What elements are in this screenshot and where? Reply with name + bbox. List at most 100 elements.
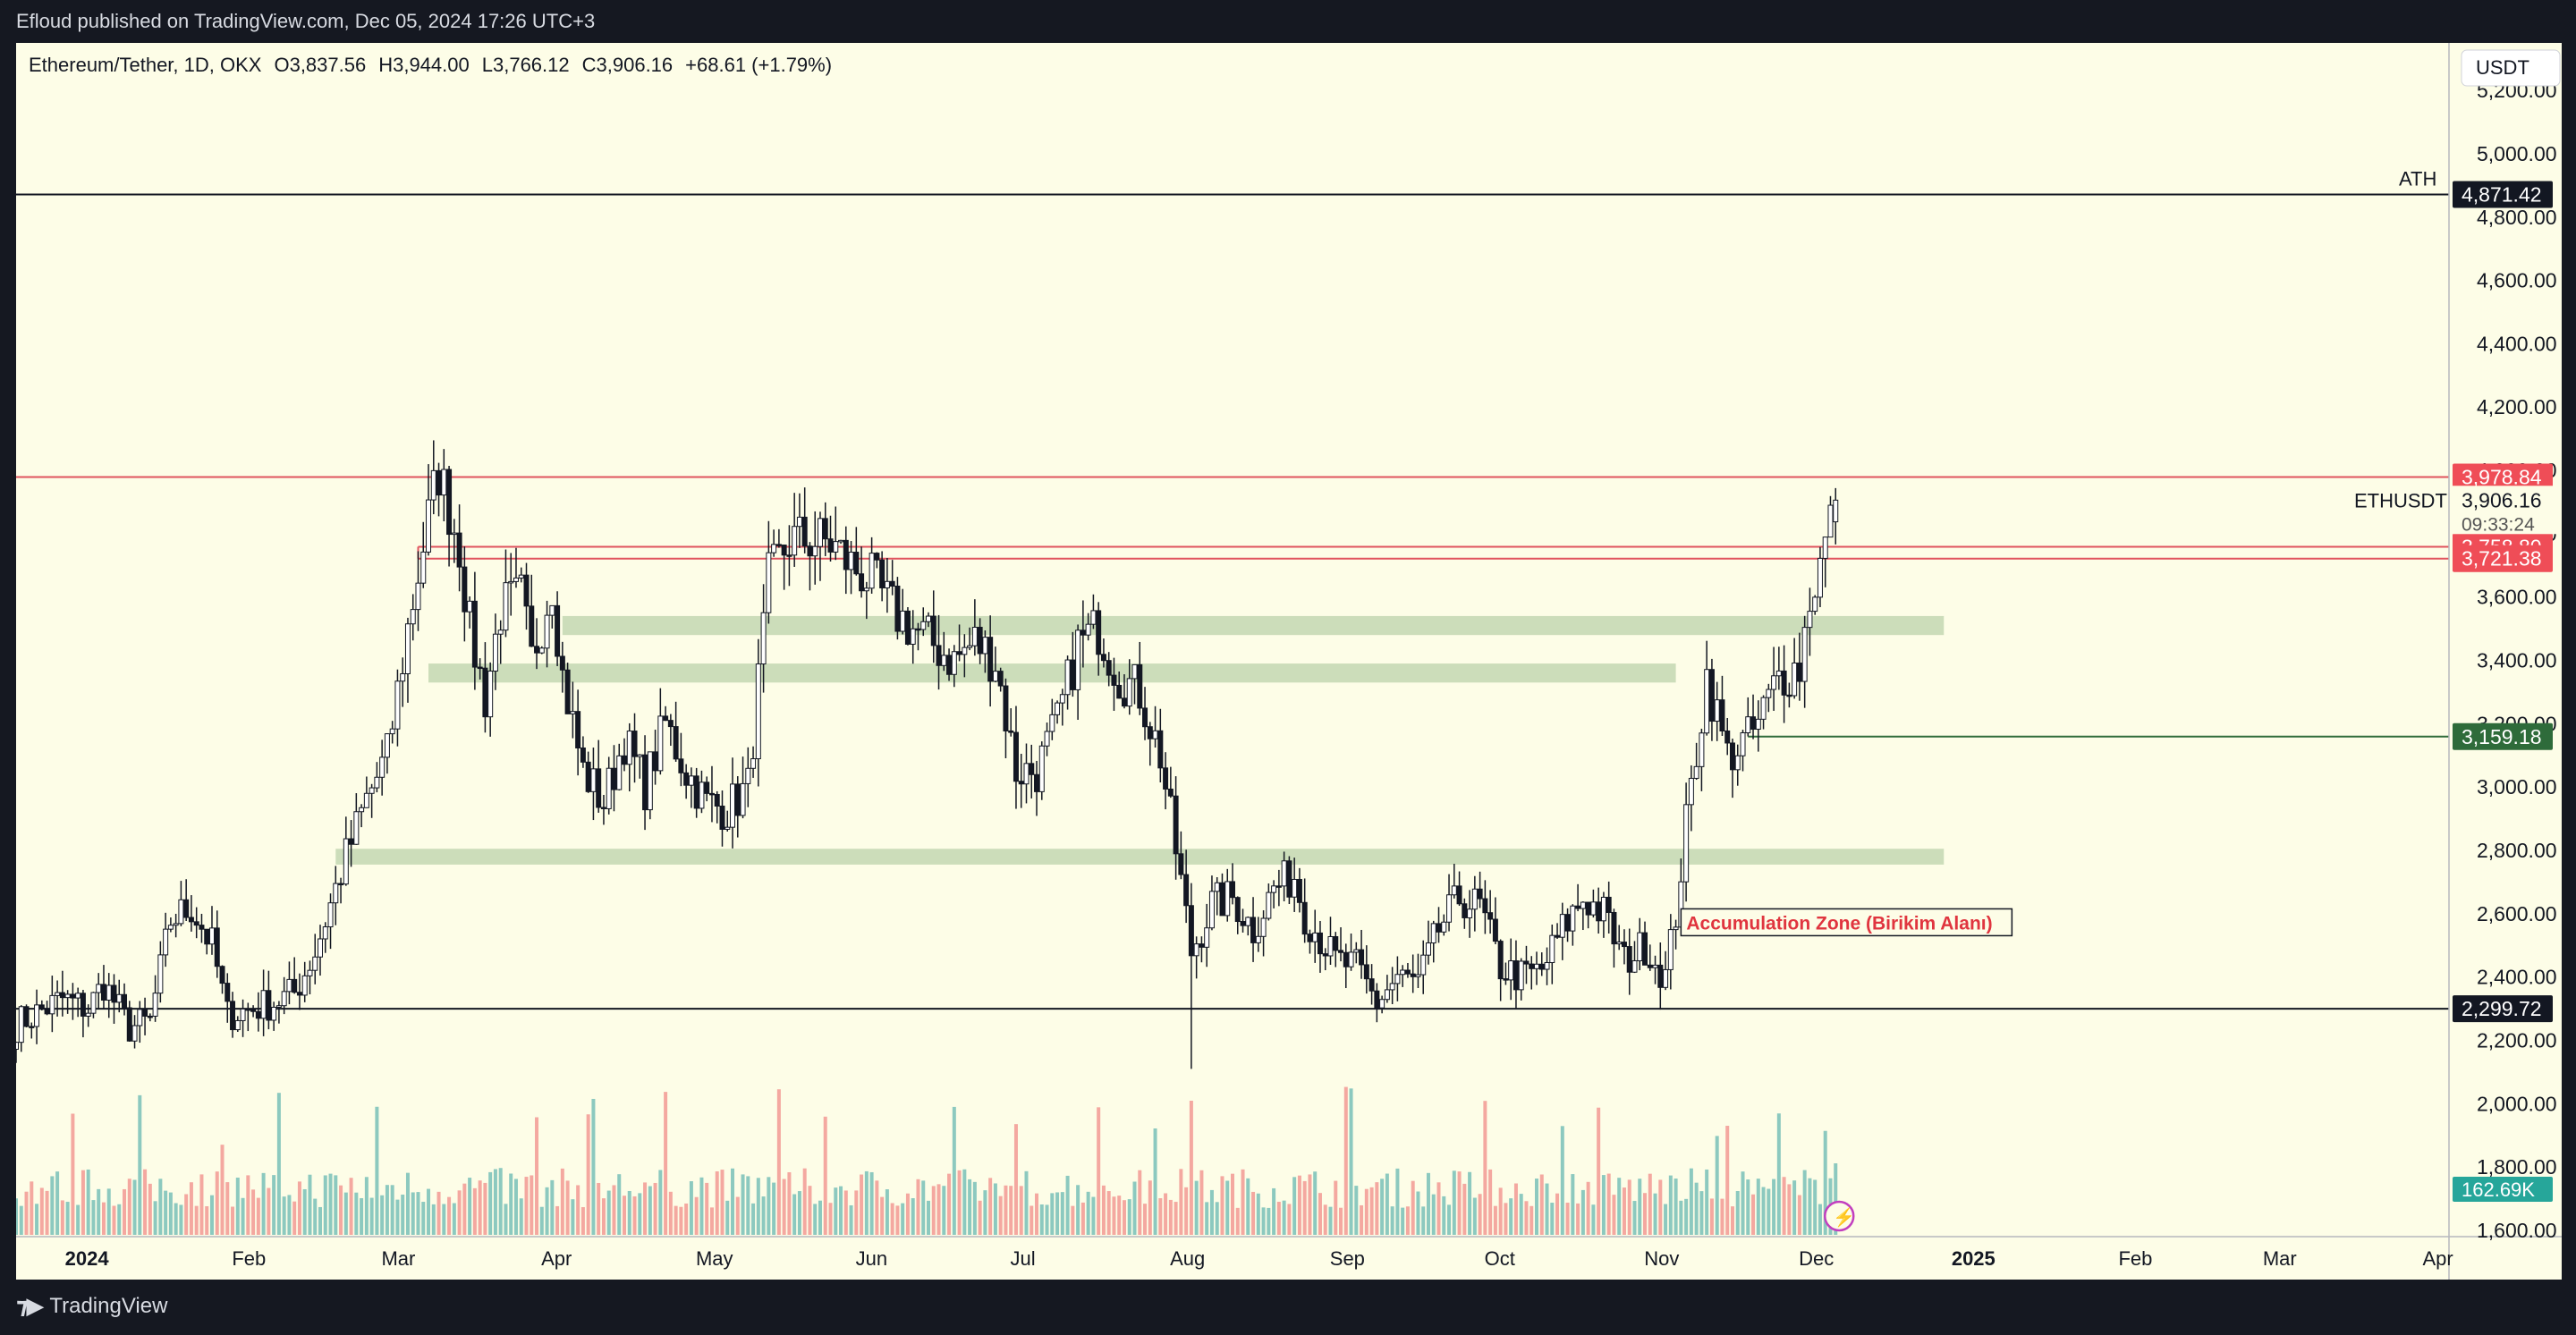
candle-body <box>1275 885 1282 888</box>
candle-body <box>193 921 199 926</box>
volume-bar <box>1513 1183 1518 1235</box>
volume-bar <box>797 1191 801 1235</box>
candle-body <box>1055 702 1061 715</box>
volume-bar <box>364 1177 369 1235</box>
candle-body <box>1193 943 1199 957</box>
candle-body <box>1462 903 1468 918</box>
volume-bar <box>493 1169 497 1235</box>
volume-bar <box>890 1203 894 1235</box>
volume-bar <box>921 1180 926 1235</box>
candle-body <box>513 577 519 582</box>
y-tick-label: 1,800.00 <box>2477 1155 2557 1179</box>
candle-body <box>1292 878 1298 898</box>
volume-bar <box>385 1185 389 1235</box>
volume-bar <box>988 1178 993 1235</box>
candle-body <box>1368 978 1375 992</box>
candle-body <box>1343 951 1349 967</box>
volume-bar <box>705 1182 709 1235</box>
volume-bar <box>1004 1185 1008 1235</box>
volume-bar <box>1442 1196 1446 1235</box>
volume-bar <box>1076 1185 1080 1235</box>
candle-body <box>1549 934 1555 964</box>
volume-bar <box>1576 1203 1580 1235</box>
candle-body <box>1312 932 1318 942</box>
candle-body <box>580 747 586 763</box>
candle-body <box>827 538 834 553</box>
candle-body <box>446 469 453 536</box>
volume-bar <box>1772 1179 1776 1235</box>
candle-body <box>683 772 690 786</box>
candle-body <box>1714 699 1720 722</box>
volume-bar <box>901 1203 905 1235</box>
candle-body <box>199 925 205 930</box>
volume-bar <box>1761 1187 1766 1235</box>
volume-bar <box>1179 1169 1183 1235</box>
candle-body <box>631 731 638 757</box>
volume-bar <box>1267 1207 1271 1235</box>
volume-bar <box>86 1169 90 1235</box>
volume-bar <box>983 1190 987 1235</box>
candle-body <box>869 553 875 589</box>
volume-bar <box>709 1207 714 1235</box>
volume-bar <box>272 1175 276 1235</box>
legend-symbol: Ethereum/Tether, 1D, OKX <box>29 54 262 76</box>
volume-bar <box>1586 1181 1590 1235</box>
candle-body <box>730 783 736 828</box>
candle-body <box>1131 663 1138 680</box>
candle-body <box>471 600 478 668</box>
volume-bar <box>1164 1193 1168 1235</box>
volume-bar <box>209 1195 214 1235</box>
volume-bar <box>1612 1195 1616 1235</box>
candle-body <box>853 552 860 575</box>
volume-bar <box>246 1175 250 1235</box>
volume-bar <box>328 1173 333 1235</box>
candle-body <box>946 655 953 675</box>
currency-box[interactable] <box>2461 49 2561 87</box>
volume-bar <box>1220 1176 1224 1235</box>
candle-body <box>1059 694 1065 704</box>
volume-bar <box>261 1172 266 1235</box>
volume-bar <box>1808 1178 1812 1235</box>
x-tick-label: 2025 <box>1952 1247 1996 1270</box>
volume-bar <box>1560 1126 1564 1235</box>
volume-bar <box>746 1176 750 1235</box>
y-tick-label: 1,600.00 <box>2477 1219 2557 1242</box>
volume-bar <box>761 1196 766 1235</box>
volume-bar <box>60 1200 64 1235</box>
tradingview-logo[interactable]: ⁊▶ TradingView <box>16 1292 167 1320</box>
candle-body <box>404 623 411 674</box>
candle-body <box>529 605 535 647</box>
volume-bar <box>231 1206 235 1235</box>
volume-bar <box>849 1204 853 1235</box>
chart-area[interactable]: Accumulation Zone (Birikim Alanı) ATH ⚡ 1,6… <box>16 43 2562 1280</box>
bolt-icon[interactable] <box>1823 1200 1855 1232</box>
volume-bar <box>123 1188 127 1235</box>
candle-body <box>1590 901 1597 916</box>
volume-bar <box>895 1205 900 1235</box>
candle-body <box>1301 901 1308 935</box>
volume-bar <box>560 1168 564 1235</box>
volume-tag-label: 162.69K <box>2462 1179 2535 1201</box>
currency-label: USDT <box>2476 56 2529 79</box>
candle-body <box>626 731 632 765</box>
candle-body <box>688 775 694 786</box>
volume-bar <box>199 1174 204 1235</box>
candle-body <box>1451 885 1457 896</box>
tradingview-brand-text: TradingView <box>49 1293 168 1318</box>
volume-bar <box>498 1168 503 1235</box>
candle-body <box>801 516 808 547</box>
volume-bar <box>1225 1180 1230 1235</box>
accumulation-zone-box[interactable] <box>1680 908 2013 937</box>
volume-bar <box>1297 1175 1301 1235</box>
volume-bar <box>292 1201 297 1235</box>
price-chart[interactable]: Accumulation Zone (Birikim Alanı) ATH ⚡ 1,6… <box>16 43 2562 1280</box>
candle-body <box>1740 732 1746 756</box>
volume-bar <box>1694 1182 1699 1235</box>
candle-body <box>1538 963 1545 970</box>
candle-body <box>1080 629 1086 636</box>
candle-body <box>967 645 973 648</box>
volume-bar <box>1797 1195 1801 1235</box>
candle-body <box>1596 901 1602 922</box>
volume-bar <box>880 1196 885 1235</box>
candle-body <box>75 993 81 999</box>
